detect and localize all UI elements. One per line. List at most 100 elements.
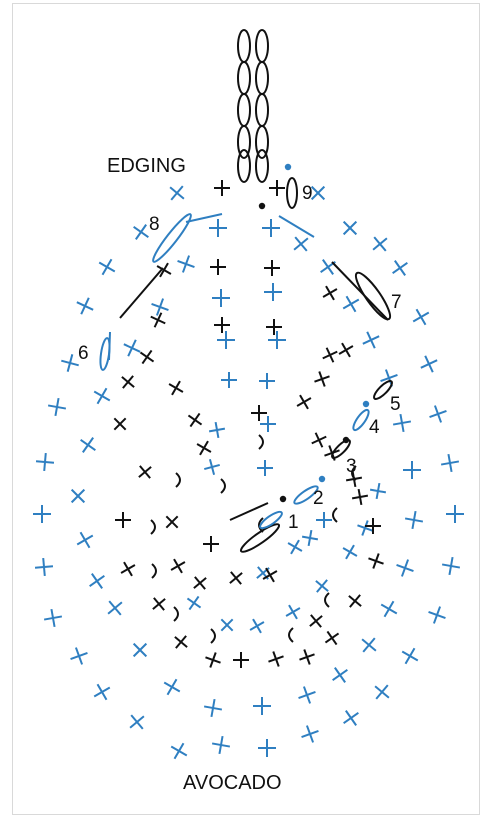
- sc-stitch-mark: [93, 683, 111, 701]
- sc-stitch-mark: [47, 397, 67, 417]
- step-number-1: 1: [288, 512, 299, 533]
- sc-stitch-mark: [169, 185, 185, 201]
- sc-stitch-mark: [446, 505, 464, 523]
- sc-stitch-mark: [441, 556, 461, 576]
- sc-stitch-mark: [208, 421, 226, 439]
- slip-stitch-oval: [373, 380, 393, 400]
- start-dot: [279, 495, 287, 503]
- sc-stitch-mark: [34, 557, 54, 577]
- slip-stitch-oval: [354, 271, 392, 321]
- sc-stitch-mark: [133, 224, 149, 240]
- start-dot: [318, 475, 326, 483]
- sc-stitch-mark: [322, 347, 338, 363]
- sc-stitch-mark: [98, 258, 116, 276]
- start-dot: [342, 436, 350, 444]
- sc-stitch-mark: [203, 536, 219, 552]
- sc-stitch-mark: [311, 432, 327, 448]
- slip-stitch-oval: [99, 337, 111, 371]
- chain-stitch-oval: [255, 93, 269, 127]
- sc-stitch-mark: [374, 684, 390, 700]
- back-loop-mark: [258, 434, 264, 450]
- sc-stitch-mark: [332, 667, 348, 683]
- chain-stitch-oval: [237, 29, 251, 63]
- sc-stitch-mark: [396, 559, 414, 577]
- sc-stitch-mark: [70, 488, 86, 504]
- slip-stitch-oval: [352, 408, 370, 432]
- connector-line: [185, 213, 223, 223]
- sc-stitch-mark: [211, 735, 231, 755]
- sc-stitch-mark: [121, 375, 135, 389]
- sc-stitch-mark: [316, 512, 332, 528]
- sc-stitch-mark: [420, 355, 438, 373]
- sc-stitch-mark: [309, 614, 323, 628]
- chain-stitch-oval: [255, 29, 269, 63]
- step-number-7: 7: [391, 292, 402, 313]
- sc-stitch-mark: [299, 649, 315, 665]
- sc-stitch-mark: [259, 373, 275, 389]
- sc-stitch-mark: [285, 604, 301, 620]
- sc-stitch-mark: [76, 297, 94, 315]
- sc-stitch-mark: [429, 405, 447, 423]
- sc-stitch-mark: [70, 647, 88, 665]
- step-number-4: 4: [369, 417, 380, 438]
- sc-stitch-mark: [258, 739, 276, 757]
- sc-stitch-mark: [151, 298, 169, 316]
- sc-stitch-mark: [264, 283, 282, 301]
- sc-stitch-mark: [314, 371, 330, 387]
- sc-stitch-mark: [315, 579, 329, 593]
- slip-stitch-oval: [331, 439, 351, 459]
- slip-stitch-oval: [152, 213, 192, 263]
- sc-stitch-mark: [348, 594, 362, 608]
- start-dot: [362, 400, 370, 408]
- sc-stitch-mark: [392, 413, 412, 433]
- sc-stitch-mark: [249, 618, 265, 634]
- sc-stitch-mark: [369, 482, 387, 500]
- sc-stitch-mark: [268, 331, 286, 349]
- sc-stitch-mark: [187, 412, 203, 428]
- sc-stitch-mark: [132, 642, 148, 658]
- sc-stitch-mark: [368, 553, 384, 569]
- sc-stitch-mark: [357, 520, 373, 536]
- sc-stitch-mark: [33, 505, 51, 523]
- back-loop-mark: [332, 507, 338, 523]
- step-number-3: 3: [346, 456, 357, 477]
- sc-stitch-mark: [403, 461, 421, 479]
- slip-stitch-oval: [239, 523, 281, 553]
- sc-stitch-mark: [203, 698, 223, 718]
- sc-stitch-mark: [107, 600, 123, 616]
- sc-stitch-mark: [150, 312, 166, 328]
- back-loop-mark: [220, 478, 226, 494]
- sc-stitch-mark: [260, 416, 276, 432]
- sc-stitch-mark: [392, 260, 408, 276]
- chain-stitch-oval: [237, 93, 251, 127]
- back-loop-mark: [151, 563, 157, 579]
- slip-stitch-oval: [293, 485, 319, 505]
- sc-stitch-mark: [293, 236, 309, 252]
- sc-stitch-mark: [301, 725, 319, 743]
- sc-stitch-mark: [380, 600, 398, 618]
- sc-stitch-mark: [264, 260, 280, 276]
- sc-stitch-mark: [43, 608, 63, 628]
- back-loop-mark: [210, 628, 216, 644]
- sc-stitch-mark: [196, 440, 212, 456]
- sc-stitch-mark: [186, 595, 202, 611]
- back-loop-mark: [173, 606, 179, 622]
- sc-stitch-mark: [80, 437, 96, 453]
- sc-stitch-mark: [139, 349, 155, 365]
- sc-stitch-mark: [256, 566, 270, 580]
- sc-stitch-mark: [163, 678, 181, 696]
- sc-stitch-mark: [257, 460, 273, 476]
- connector-line: [119, 267, 164, 319]
- step-number-8: 8: [149, 214, 160, 235]
- sc-stitch-mark: [89, 573, 105, 589]
- avocado-label: AVOCADO: [183, 772, 282, 794]
- sc-stitch-mark: [204, 459, 220, 475]
- sc-stitch-mark: [165, 515, 179, 529]
- sc-stitch-mark: [170, 558, 186, 574]
- step-number-5: 5: [390, 394, 401, 415]
- sc-stitch-mark: [209, 219, 227, 237]
- sc-stitch-mark: [262, 219, 280, 237]
- sc-stitch-mark: [412, 308, 430, 326]
- sc-stitch-mark: [268, 651, 284, 667]
